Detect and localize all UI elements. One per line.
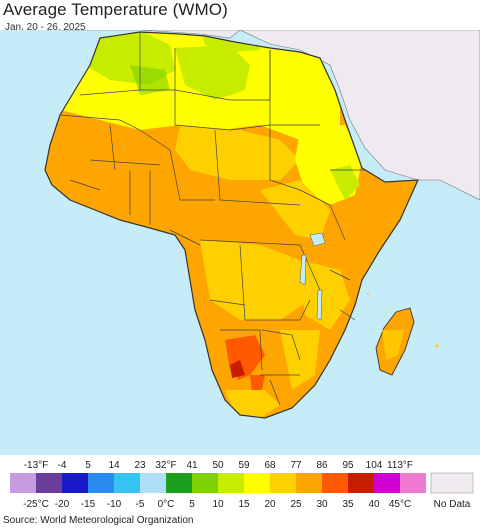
celsius-tick-label: -15 xyxy=(81,499,96,510)
legend-swatch xyxy=(140,473,166,493)
fahrenheit-tick-label: 68 xyxy=(264,460,276,471)
celsius-tick-label: -5 xyxy=(136,499,145,510)
source-credit: Source: World Meteorological Organizatio… xyxy=(3,515,194,526)
celsius-labels: -25°C -20 -15 -10 -5 0°C 5 10 15 20 25 30 35 40 45°C xyxy=(23,499,411,510)
celsius-tick-label: -20 xyxy=(55,499,70,510)
map-title: Average Temperature (WMO) xyxy=(3,0,228,19)
celsius-tick-label: 0°C xyxy=(158,499,175,510)
fahrenheit-tick-label: 5 xyxy=(85,460,91,471)
fahrenheit-tick-label: 50 xyxy=(212,460,224,471)
celsius-tick-label: 20 xyxy=(264,499,276,510)
country-borders xyxy=(59,32,365,406)
legend-swatch xyxy=(88,473,114,493)
celsius-tick-label: 25 xyxy=(290,499,302,510)
legend-swatch xyxy=(36,473,62,493)
middle-east-landmass xyxy=(239,30,480,201)
legend-swatch xyxy=(244,473,270,493)
legend-swatch xyxy=(218,473,244,493)
temperature-legend: -13°F -4 5 14 23 32°F 41 50 59 68 77 86 95 104 113°F -… xyxy=(10,460,474,510)
celsius-tick-label: 35 xyxy=(342,499,354,510)
europe-landmass xyxy=(60,30,241,39)
fahrenheit-tick-label: 86 xyxy=(316,460,328,471)
madagascar-interior xyxy=(382,330,404,360)
lake-tanganyika xyxy=(299,254,307,286)
legend-swatch xyxy=(166,473,192,493)
lake-victoria xyxy=(309,232,326,247)
fahrenheit-tick-label: 14 xyxy=(108,460,120,471)
fahrenheit-tick-label: 77 xyxy=(290,460,302,471)
legend-swatch xyxy=(10,473,36,493)
legend-swatch xyxy=(62,473,88,493)
celsius-tick-label: -25°C xyxy=(23,499,49,510)
legend-swatch xyxy=(192,473,218,493)
celsius-tick-label: 15 xyxy=(238,499,250,510)
temperature-map xyxy=(0,30,480,455)
celsius-tick-label: 10 xyxy=(212,499,224,510)
fahrenheit-tick-label: -13°F xyxy=(24,460,49,471)
fahrenheit-tick-label: 32°F xyxy=(155,460,176,471)
fahrenheit-tick-label: 95 xyxy=(342,460,354,471)
legend-swatch xyxy=(400,473,426,493)
color-scale xyxy=(10,473,426,493)
africa-outline xyxy=(44,31,419,419)
legend-swatch xyxy=(114,473,140,493)
celsius-tick-label: 5 xyxy=(189,499,195,510)
no-data-label: No Data xyxy=(434,499,471,510)
legend-swatch xyxy=(374,473,400,493)
date-range: Jan. 20 - 26, 2025 xyxy=(5,22,86,33)
legend-swatch xyxy=(296,473,322,493)
fahrenheit-tick-label: 23 xyxy=(134,460,146,471)
small-island xyxy=(367,293,369,295)
celsius-tick-label: 45°C xyxy=(389,499,411,510)
fahrenheit-tick-label: 41 xyxy=(186,460,198,471)
legend-swatch xyxy=(348,473,374,493)
lake-malawi xyxy=(316,289,323,321)
fahrenheit-tick-label: 113°F xyxy=(387,460,413,471)
legend-swatch xyxy=(270,473,296,493)
celsius-tick-label: 30 xyxy=(316,499,328,510)
fahrenheit-labels: -13°F -4 5 14 23 32°F 41 50 59 68 77 86 95 104 113°F xyxy=(24,460,413,471)
fahrenheit-tick-label: 104 xyxy=(366,460,383,471)
fahrenheit-tick-label: -4 xyxy=(58,460,67,471)
celsius-tick-label: -10 xyxy=(107,499,122,510)
legend-swatch xyxy=(322,473,348,493)
small-island xyxy=(435,344,439,348)
fahrenheit-tick-label: 59 xyxy=(238,460,250,471)
no-data-swatch xyxy=(430,472,474,494)
celsius-tick-label: 40 xyxy=(368,499,380,510)
